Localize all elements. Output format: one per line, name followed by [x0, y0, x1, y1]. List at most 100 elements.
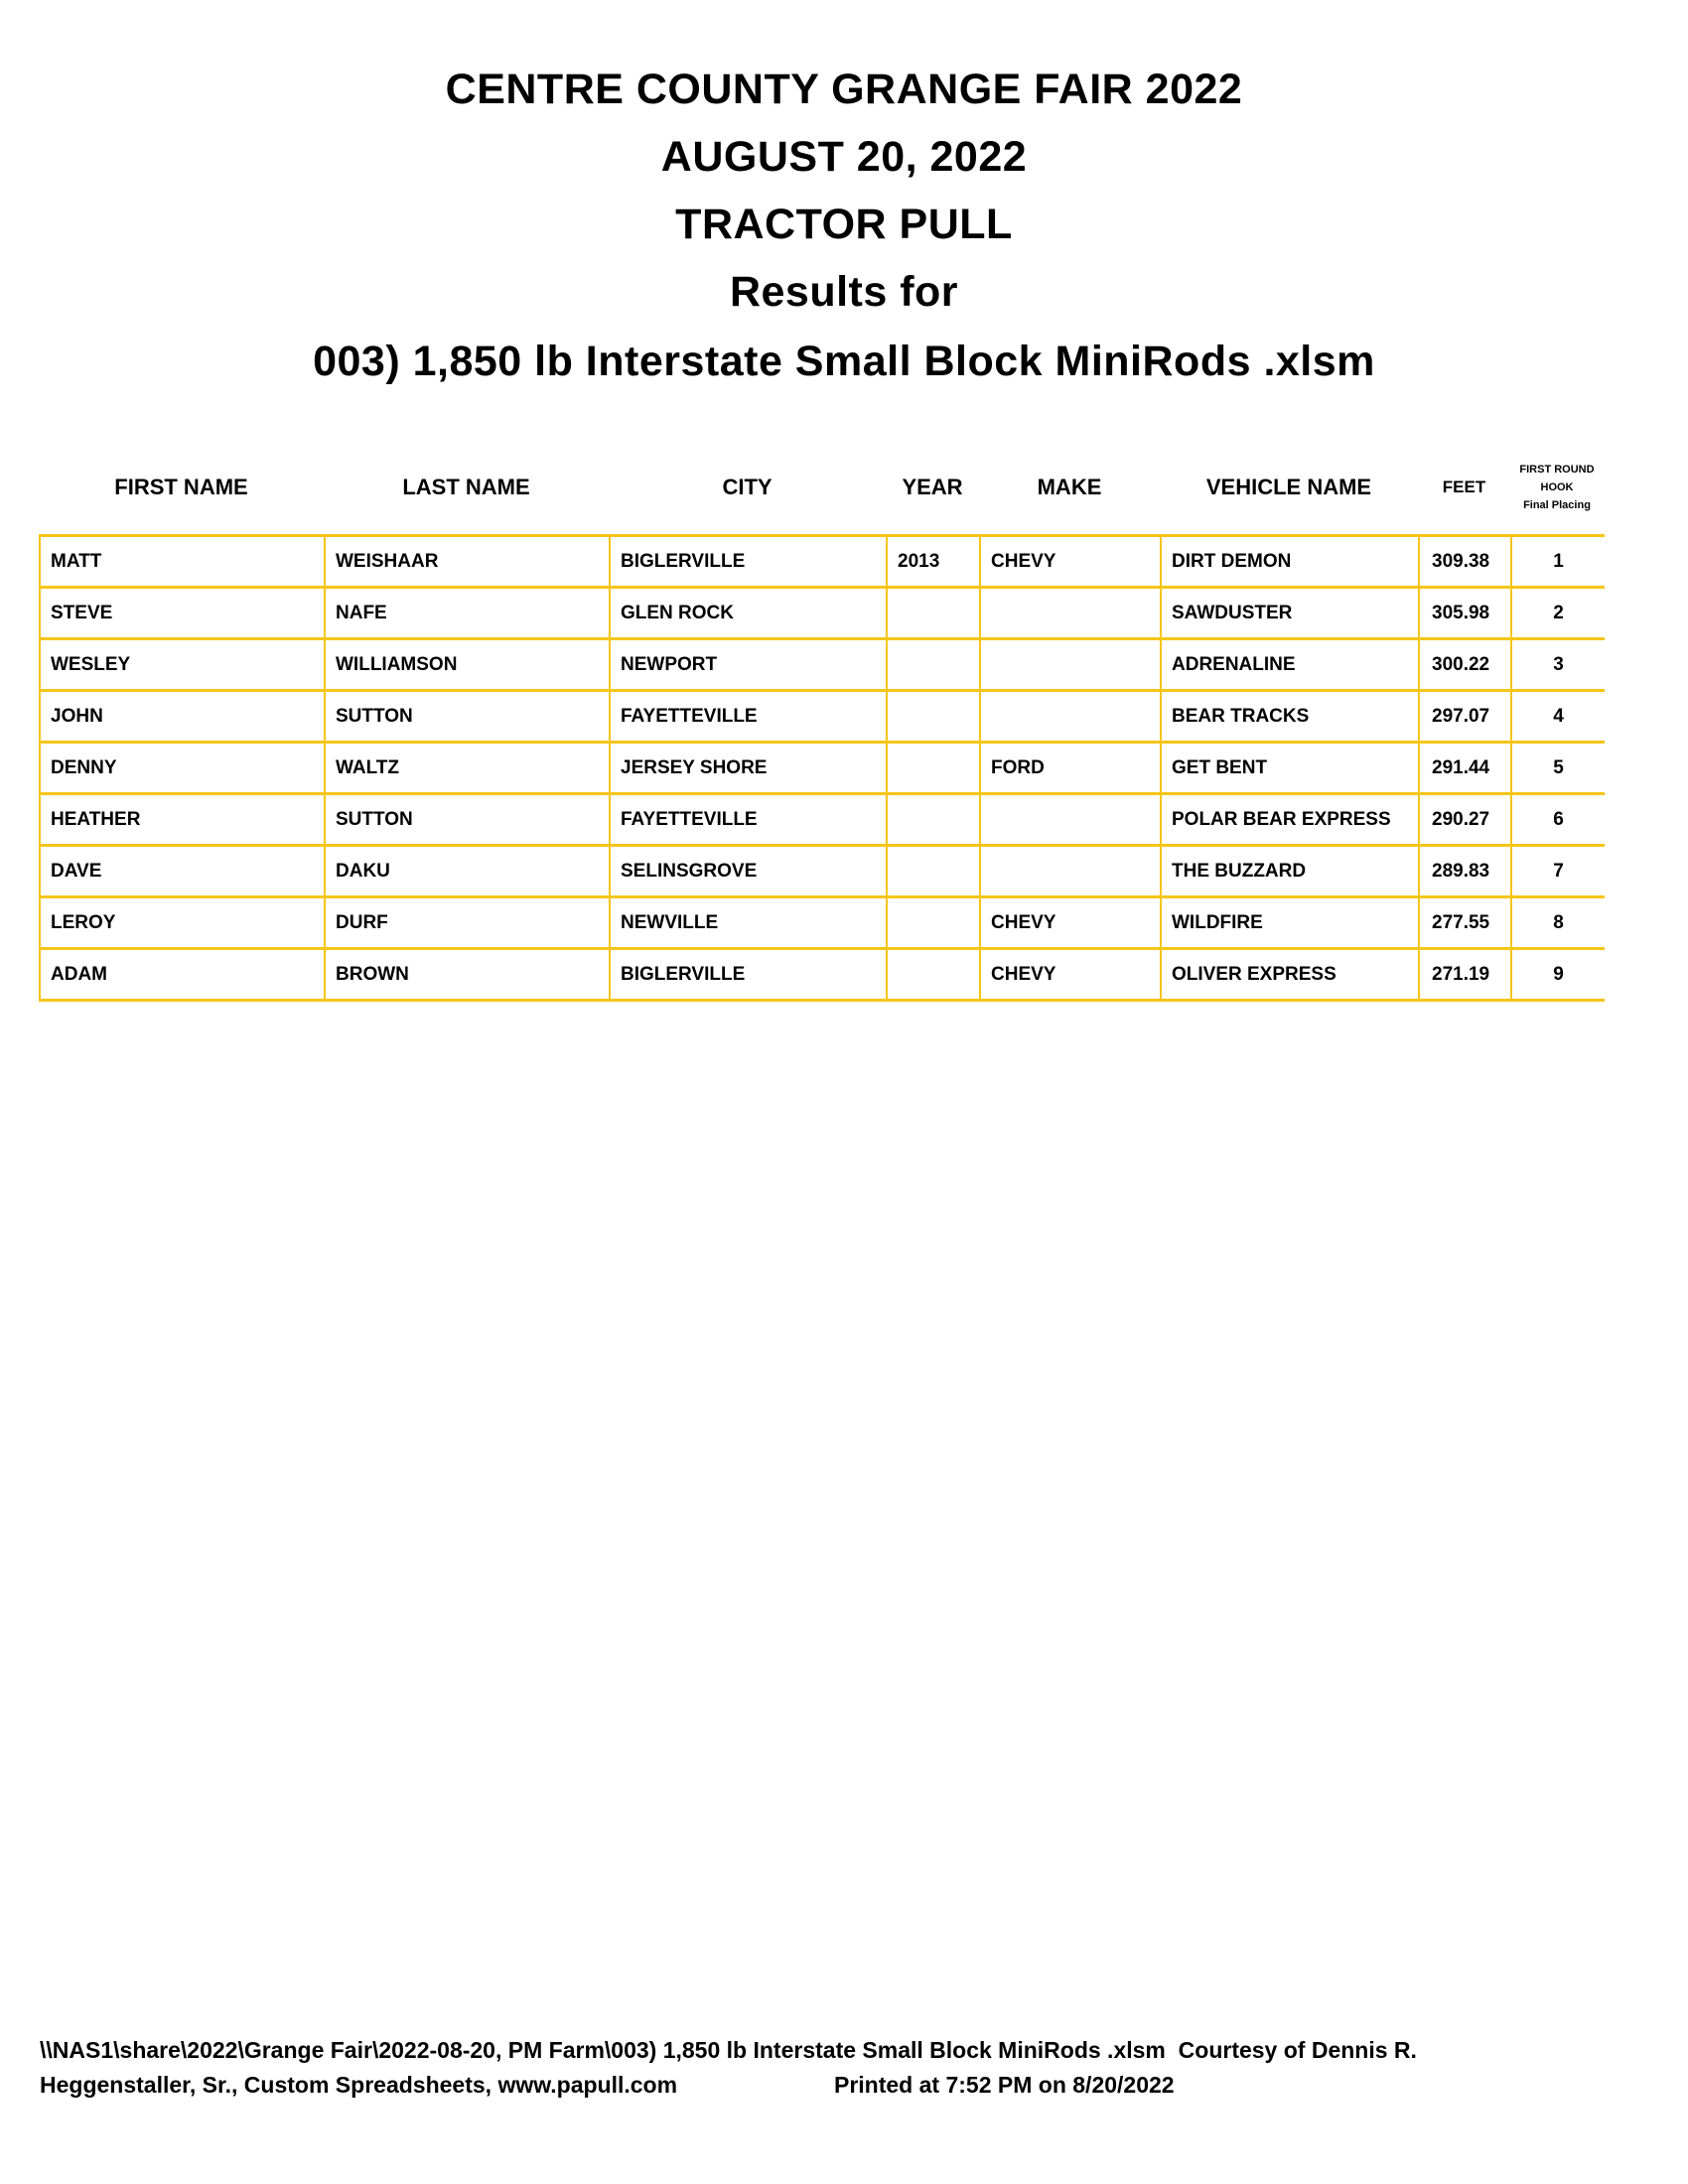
table-row: STEVE NAFE GLEN ROCK SAWDUSTER 305.98 2 [39, 586, 1605, 640]
header-last-name: LAST NAME [402, 475, 530, 499]
cell-year [886, 844, 980, 898]
cell-vehicle-name: WILDFIRE [1160, 895, 1419, 950]
cell-first-name: DENNY [39, 741, 325, 795]
cell-city: SELINSGROVE [609, 844, 887, 898]
table-row: DAVE DAKU SELINSGROVE THE BUZZARD 289.83 7 [39, 844, 1605, 898]
cell-year [886, 792, 980, 847]
cell-city: NEWPORT [609, 637, 887, 692]
cell-last-name: WILLIAMSON [324, 637, 610, 692]
cell-placing: 9 [1510, 947, 1605, 1002]
header-placing: FIRST ROUND HOOK Final Placing [1510, 461, 1604, 514]
cell-city: BIGLERVILLE [609, 534, 887, 589]
footer-printed: Printed at 7:52 PM on 8/20/2022 [834, 2072, 1175, 2098]
cell-vehicle-name: OLIVER EXPRESS [1160, 947, 1419, 1002]
header-placing-line: Final Placing [1523, 499, 1591, 511]
table-row: ADAM BROWN BIGLERVILLE CHEVY OLIVER EXPRESS 2… [39, 947, 1605, 1002]
footer-path: \\NAS1\share\2022\Grange Fair\2022-08-20… [40, 2037, 1417, 2063]
cell-placing: 7 [1510, 844, 1605, 898]
cell-make [979, 844, 1161, 898]
cell-feet: 300.22 [1418, 637, 1511, 692]
cell-last-name: WALTZ [324, 741, 610, 795]
cell-first-name: STEVE [39, 586, 325, 640]
header-year: YEAR [902, 475, 963, 499]
cell-year [886, 689, 980, 744]
cell-feet: 291.44 [1418, 741, 1511, 795]
header-city: CITY [722, 475, 773, 499]
cell-make: CHEVY [979, 947, 1161, 1002]
cell-make [979, 689, 1161, 744]
cell-first-name: ADAM [39, 947, 325, 1002]
cell-city: BIGLERVILLE [609, 947, 887, 1002]
results-table: MATT WEISHAAR BIGLERVILLE 2013 CHEVY DIRT DEM… [39, 534, 1605, 1002]
cell-vehicle-name: GET BENT [1160, 741, 1419, 795]
cell-year [886, 947, 980, 1002]
cell-feet: 297.07 [1418, 689, 1511, 744]
cell-first-name: JOHN [39, 689, 325, 744]
table-row: WESLEY WILLIAMSON NEWPORT ADRENALINE 300.22 3 [39, 637, 1605, 692]
header-make: MAKE [1037, 475, 1102, 499]
cell-last-name: WEISHAAR [324, 534, 610, 589]
cell-make: FORD [979, 741, 1161, 795]
footer-credit: Heggenstaller, Sr., Custom Spreadsheets,… [40, 2072, 678, 2098]
cell-make [979, 792, 1161, 847]
cell-first-name: MATT [39, 534, 325, 589]
cell-year [886, 741, 980, 795]
header-feet: FEET [1442, 478, 1486, 496]
cell-city: FAYETTEVILLE [609, 792, 887, 847]
cell-vehicle-name: BEAR TRACKS [1160, 689, 1419, 744]
cell-vehicle-name: THE BUZZARD [1160, 844, 1419, 898]
cell-feet: 277.55 [1418, 895, 1511, 950]
table-row: DENNY WALTZ JERSEY SHORE FORD GET BENT 291.44… [39, 741, 1605, 795]
cell-vehicle-name: POLAR BEAR EXPRESS [1160, 792, 1419, 847]
table-row: LEROY DURF NEWVILLE CHEVY WILDFIRE 277.55 8 [39, 895, 1605, 950]
cell-last-name: BROWN [324, 947, 610, 1002]
cell-feet: 305.98 [1418, 586, 1511, 640]
title-date: AUGUST 20, 2022 [660, 133, 1028, 181]
header-placing-line: FIRST ROUND [1519, 464, 1595, 476]
cell-last-name: SUTTON [324, 792, 610, 847]
cell-placing: 4 [1510, 689, 1605, 744]
title-results-for: Results for [729, 268, 959, 316]
cell-placing: 5 [1510, 741, 1605, 795]
title-event: CENTRE COUNTY GRANGE FAIR 2022 [445, 66, 1243, 113]
cell-first-name: LEROY [39, 895, 325, 950]
cell-last-name: NAFE [324, 586, 610, 640]
cell-placing: 2 [1510, 586, 1605, 640]
cell-placing: 8 [1510, 895, 1605, 950]
cell-vehicle-name: ADRENALINE [1160, 637, 1419, 692]
cell-year: 2013 [886, 534, 980, 589]
cell-year [886, 586, 980, 640]
cell-last-name: DURF [324, 895, 610, 950]
cell-vehicle-name: DIRT DEMON [1160, 534, 1419, 589]
table-row: MATT WEISHAAR BIGLERVILLE 2013 CHEVY DIRT DEM… [39, 534, 1605, 589]
cell-city: FAYETTEVILLE [609, 689, 887, 744]
cell-first-name: WESLEY [39, 637, 325, 692]
cell-last-name: SUTTON [324, 689, 610, 744]
cell-feet: 289.83 [1418, 844, 1511, 898]
cell-vehicle-name: SAWDUSTER [1160, 586, 1419, 640]
cell-feet: 271.19 [1418, 947, 1511, 1002]
cell-last-name: DAKU [324, 844, 610, 898]
table-row: HEATHER SUTTON FAYETTEVILLE POLAR BEAR EXPR… [39, 792, 1605, 847]
cell-year [886, 637, 980, 692]
cell-make: CHEVY [979, 895, 1161, 950]
header-placing-line: HOOK [1540, 481, 1574, 493]
cell-first-name: HEATHER [39, 792, 325, 847]
header-first-name: FIRST NAME [114, 475, 248, 499]
cell-city: JERSEY SHORE [609, 741, 887, 795]
cell-make: CHEVY [979, 534, 1161, 589]
table-row: JOHN SUTTON FAYETTEVILLE BEAR TRACKS 297.07 4 [39, 689, 1605, 744]
cell-year [886, 895, 980, 950]
cell-placing: 3 [1510, 637, 1605, 692]
cell-make [979, 637, 1161, 692]
cell-make [979, 586, 1161, 640]
cell-first-name: DAVE [39, 844, 325, 898]
cell-feet: 309.38 [1418, 534, 1511, 589]
cell-city: NEWVILLE [609, 895, 887, 950]
cell-feet: 290.27 [1418, 792, 1511, 847]
cell-placing: 1 [1510, 534, 1605, 589]
cell-placing: 6 [1510, 792, 1605, 847]
cell-city: GLEN ROCK [609, 586, 887, 640]
title-class: 003) 1,850 lb Interstate Small Block Min… [313, 338, 1375, 385]
header-vehicle-name: VEHICLE NAME [1205, 475, 1372, 499]
